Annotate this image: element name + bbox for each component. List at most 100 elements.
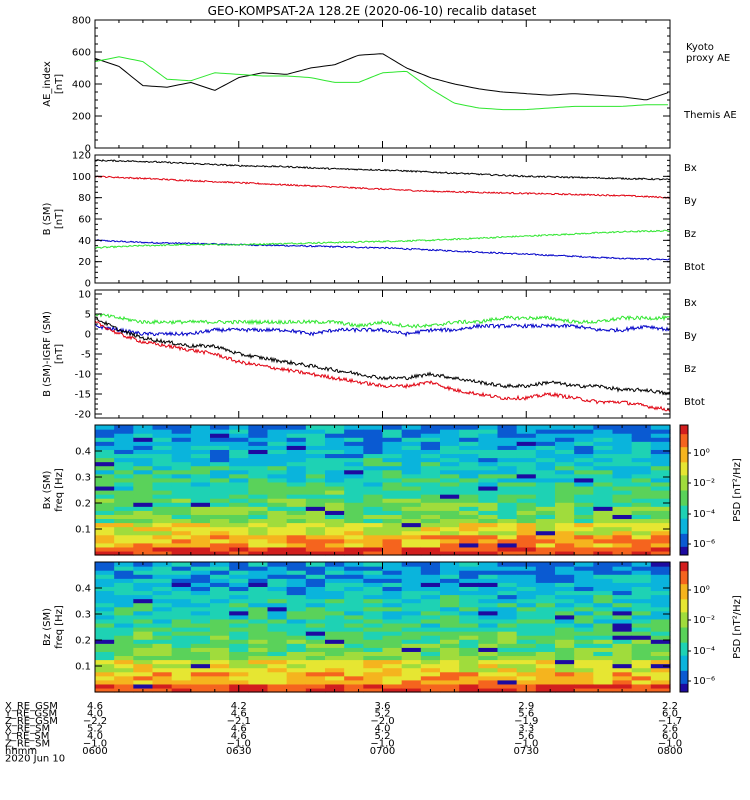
heatmap-cell <box>497 514 518 520</box>
y-axis-label: Bz (SM) <box>42 608 53 646</box>
heatmap-cell <box>305 538 326 544</box>
heatmap-cell <box>95 651 115 657</box>
heatmap-cell <box>305 481 326 487</box>
heatmap-cell <box>401 498 422 503</box>
heatmap-cell <box>535 490 556 495</box>
heatmap-cell <box>267 542 288 548</box>
colorbar-segment <box>680 427 688 430</box>
ephemeris-value: 0700 <box>370 746 395 757</box>
heatmap-cell <box>152 514 173 520</box>
heatmap-cell <box>382 542 403 548</box>
heatmap-cell <box>95 582 115 587</box>
heatmap-cell <box>229 598 249 604</box>
heatmap-cell <box>612 429 633 434</box>
colorbar-segment <box>680 566 688 569</box>
colorbar-segment <box>680 461 688 465</box>
heatmap-cell <box>382 518 403 524</box>
heatmap-cell <box>325 614 345 620</box>
heatmap-cell <box>210 510 230 515</box>
heatmap-cell <box>363 429 384 434</box>
heatmap-cell <box>555 453 575 459</box>
heatmap-cell <box>95 449 115 455</box>
heatmap-cell <box>478 651 499 657</box>
heatmap-cell <box>401 437 422 442</box>
heatmap-cell <box>248 425 269 430</box>
heatmap-cell <box>286 449 307 455</box>
heatmap-cell <box>612 502 633 507</box>
heatmap-cell <box>574 473 594 479</box>
heatmap-cell <box>114 526 134 532</box>
colorbar-segment <box>680 425 688 428</box>
heatmap-cell <box>267 639 288 644</box>
heatmap-cell <box>344 687 364 693</box>
ephemeris-value: 2.9 <box>518 701 534 712</box>
heatmap-cell <box>459 465 479 471</box>
heatmap-cell <box>459 469 479 475</box>
heatmap-cell <box>133 582 154 587</box>
heatmap-cell <box>382 538 403 544</box>
heatmap-cell <box>363 566 384 571</box>
heatmap-cell <box>305 441 326 446</box>
heatmap-cell <box>593 457 614 463</box>
heatmap-cell <box>440 663 460 669</box>
heatmap-cell <box>478 441 499 446</box>
heatmap-cell <box>631 522 652 528</box>
heatmap-cell <box>612 590 633 596</box>
heatmap-cell <box>325 647 345 652</box>
heatmap-cell <box>440 538 460 544</box>
heatmap-cell <box>401 502 422 507</box>
heatmap-cell <box>114 514 134 520</box>
colorbar-segment <box>680 683 688 686</box>
heatmap-cell <box>286 582 307 587</box>
heatmap-cell <box>305 514 326 520</box>
y-tick-label: 600 <box>72 48 91 59</box>
heatmap-cell <box>325 679 345 685</box>
heatmap-cell <box>210 627 230 632</box>
heatmap-cell <box>555 485 575 491</box>
heatmap-cell <box>555 643 575 648</box>
ephemeris-row-label: X_RE_SM <box>5 724 50 735</box>
heatmap-cell <box>631 494 652 499</box>
colorbar-tick-label: 10⁻⁶ <box>693 539 715 550</box>
heatmap-cell <box>420 510 441 515</box>
heatmap-cell <box>114 687 134 693</box>
heatmap-cell <box>555 461 575 467</box>
heatmap-cell <box>574 562 594 567</box>
colorbar-segment <box>680 564 688 567</box>
heatmap-cell <box>305 663 326 669</box>
heatmap-cell <box>555 514 575 520</box>
colorbar-segment <box>680 479 688 482</box>
heatmap-cell <box>612 481 633 487</box>
heatmap-cell <box>650 679 671 685</box>
heatmap-cell <box>574 477 594 483</box>
heatmap-cell <box>305 433 326 438</box>
heatmap-cell <box>420 429 441 434</box>
heatmap-cell <box>95 490 115 495</box>
heatmap-cell <box>248 481 269 487</box>
heatmap-cell <box>478 683 499 689</box>
heatmap-cell <box>229 671 249 677</box>
heatmap-cell <box>650 639 671 644</box>
heatmap-cell <box>267 667 288 673</box>
heatmap-cell <box>382 526 403 532</box>
heatmap-cell <box>535 453 556 459</box>
heatmap-cell <box>459 425 479 430</box>
heatmap-cell <box>650 546 671 552</box>
heatmap-cell <box>631 586 652 592</box>
heatmap-cell <box>574 631 594 636</box>
heatmap-cell <box>210 550 230 556</box>
heatmap-cell <box>267 550 288 556</box>
heatmap-cell <box>478 469 499 475</box>
heatmap-cell <box>420 618 441 624</box>
heatmap-cell <box>114 510 134 515</box>
heatmap-cell <box>344 594 364 600</box>
heatmap-cell <box>631 614 652 620</box>
heatmap-cell <box>650 457 671 463</box>
heatmap-cell <box>133 671 154 677</box>
heatmap-cell <box>210 441 230 446</box>
colorbar-segment <box>680 590 688 593</box>
heatmap-cell <box>171 433 192 438</box>
heatmap-cell <box>535 614 556 620</box>
heatmap-cell <box>382 574 403 579</box>
heatmap-cell <box>440 498 460 503</box>
